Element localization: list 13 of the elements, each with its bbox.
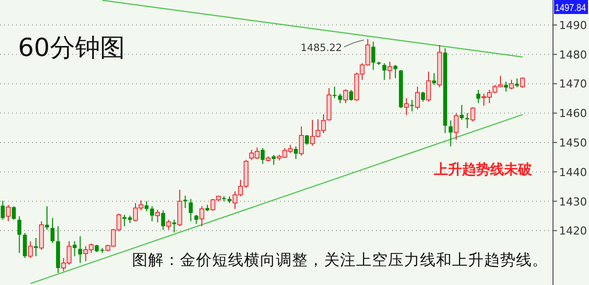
title: 60分钟图 — [18, 33, 125, 62]
y-tick-label: 1420 — [559, 224, 587, 238]
annotation: 1485.22 — [300, 43, 342, 54]
y-tick-label: 1470 — [559, 78, 587, 91]
y-tick-label: 1450 — [559, 136, 587, 150]
y-tick-label: 1480 — [559, 48, 587, 62]
y-tick-label: 1440 — [559, 166, 587, 179]
tick-label: 1497.84 — [555, 3, 589, 14]
annotation: 上升趋势线未破 — [434, 162, 532, 178]
y-tick-label: 1430 — [559, 195, 587, 208]
annotation: 图解：金价短线横向调整，关注上空压力线和上升趋势线。 — [132, 251, 548, 269]
y-tick-label: 1460 — [559, 107, 587, 120]
y-tick-label: 1490 — [559, 18, 587, 32]
